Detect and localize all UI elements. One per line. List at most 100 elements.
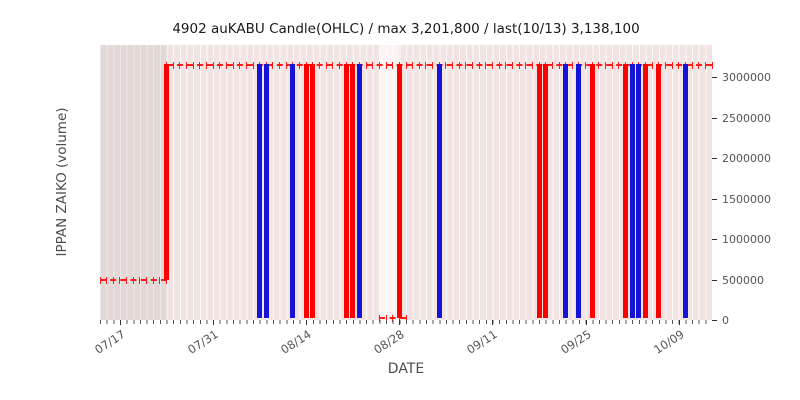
doji-tick [664,62,666,70]
doji-tick [325,62,327,70]
doji-tick [505,62,507,70]
doji-tick [159,276,161,284]
doji-tick [378,62,380,70]
doji-tick [405,314,407,322]
doji-tick [166,276,168,284]
doji-tick [172,62,174,70]
doji-tick [571,62,573,70]
doji-tick [338,62,340,70]
y-tick-label: 500000 [722,273,764,287]
x-tick-mark [213,320,215,325]
candle-bar [576,63,582,318]
candle-bar [682,63,688,318]
x-tick-mark [492,320,494,325]
doji-tick [319,62,321,70]
doji-tick [518,62,520,70]
doji-tick [179,62,181,70]
y-tick-mark [712,279,717,281]
doji-tick [299,62,301,70]
doji-tick [132,276,134,284]
doji-tick [99,276,101,284]
y-tick-mark [712,117,717,119]
doji-tick [199,62,201,70]
doji-tick [452,62,454,70]
doji-tick [398,314,400,322]
candle-bar [642,63,648,318]
doji-tick [185,62,187,70]
x-tick-mark [119,320,121,325]
doji-tick [126,276,128,284]
candle-bar [303,63,309,318]
doji-tick [465,62,467,70]
candle-bar [396,63,402,318]
doji-tick [531,62,533,70]
candle-bar [543,63,549,318]
doji-tick [392,314,394,322]
candle-bar [343,63,349,318]
doji-tick [252,62,254,70]
doji-tick [491,62,493,70]
doji-tick [611,62,613,70]
doji-tick [205,62,207,70]
candle-bar [257,63,263,318]
candle-bar [350,63,356,318]
doji-tick [112,276,114,284]
y-tick-label: 0 [722,314,729,327]
doji-tick [152,276,154,284]
doji-tick [618,62,620,70]
plot-area [99,45,713,322]
doji-tick [378,314,380,322]
doji-tick [458,62,460,70]
doji-tick [225,62,227,70]
y-tick-label: 1500000 [722,192,771,206]
y-tick-label: 1000000 [722,233,771,247]
doji-tick [405,62,407,70]
doji-tick [585,62,587,70]
candle-bar [629,63,635,318]
doji-tick [332,62,334,70]
y-tick-label: 3000000 [722,71,771,85]
y-tick-label: 2000000 [722,152,771,166]
candle-bar [164,63,170,280]
doji-tick [711,62,713,70]
doji-tick [425,62,427,70]
doji-tick [385,314,387,322]
doji-tick [119,276,121,284]
candle-bar [436,63,442,318]
y-tick-label: 2500000 [722,111,771,125]
doji-tick [365,62,367,70]
doji-tick [106,276,108,284]
doji-tick [385,62,387,70]
candle-bar [536,63,542,318]
doji-tick [192,62,194,70]
doji-tick [245,62,247,70]
doji-tick [412,62,414,70]
chart-title: 4902 auKABU Candle(OHLC) / max 3,201,800… [172,21,640,37]
x-tick-mark [585,320,587,325]
doji-tick [432,62,434,70]
doji-tick [671,62,673,70]
candle-bar [356,63,362,318]
doji-tick [472,62,474,70]
doji-tick [485,62,487,70]
doji-tick [219,62,221,70]
candle-bar [656,63,662,318]
doji-tick [551,62,553,70]
background-band [100,45,167,320]
doji-tick [139,276,141,284]
candle-bar [636,63,642,318]
doji-tick [478,62,480,70]
y-tick-mark [712,198,717,200]
doji-tick [598,62,600,70]
doji-tick [511,62,513,70]
doji-tick [525,62,527,70]
doji-tick [691,62,693,70]
candle-bar [623,63,629,318]
x-tick-mark [399,320,401,325]
doji-tick [372,62,374,70]
doji-tick [279,62,281,70]
doji-tick [232,62,234,70]
doji-tick [678,62,680,70]
doji-tick [704,62,706,70]
